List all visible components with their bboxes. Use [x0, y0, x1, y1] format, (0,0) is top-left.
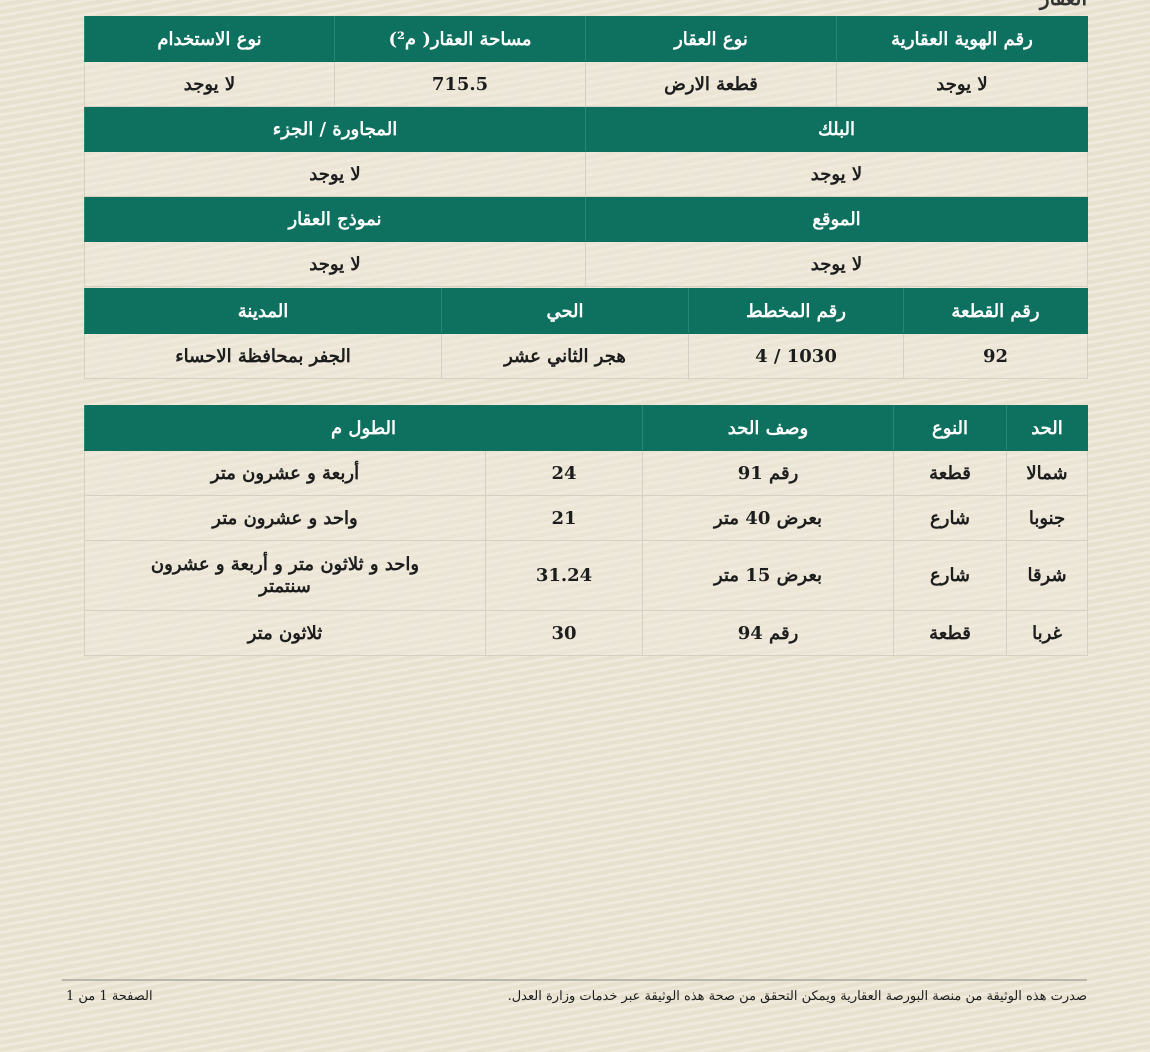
- footer-divider: [62, 979, 1087, 981]
- length: 24: [485, 450, 644, 496]
- header-city: المدينة: [84, 288, 442, 334]
- type: شارع: [893, 495, 1008, 541]
- length-text: واحد و عشرون متر: [83, 495, 487, 541]
- header-length: الطول م: [83, 405, 644, 451]
- city-value: الجفر بمحافظة الاحساء: [84, 333, 442, 379]
- property-area-value: 715.5: [334, 61, 586, 107]
- location-value: لا يوجد: [585, 241, 1088, 287]
- table-row: لا يوجد لا يوجد: [84, 151, 1088, 197]
- description: بعرض 40 متر: [642, 495, 895, 541]
- header-model: نموذج العقار: [84, 196, 586, 242]
- description: بعرض 15 متر: [642, 540, 895, 611]
- length: 21: [485, 495, 644, 541]
- table-row: جنوبا شارع بعرض 40 متر 21 واحد و عشرون م…: [83, 495, 1089, 541]
- footer-note: صدرت هذه الوثيقة من منصة البورصة العقاري…: [507, 989, 1087, 1004]
- model-value: لا يوجد: [84, 241, 586, 287]
- plot-number-value: 92: [903, 333, 1088, 379]
- type: قطعة: [893, 610, 1008, 656]
- table-row: غربا قطعة رقم 94 30 ثلاثون متر: [83, 610, 1089, 656]
- table-row: لا يوجد قطعة الارض 715.5 لا يوجد: [84, 61, 1088, 107]
- page-number: الصفحة 1 من 1: [66, 989, 153, 1004]
- part-value: لا يوجد: [84, 151, 586, 197]
- header-block: البلك: [585, 106, 1088, 152]
- boundaries-table: الحد النوع وصف الحد الطول م شمالا قطعة ر…: [83, 405, 1089, 656]
- side: جنوبا: [1006, 495, 1089, 541]
- length: 31.24: [485, 540, 644, 611]
- table-header-row: رقم القطعة رقم المخطط الحي المدينة: [84, 288, 1088, 334]
- section-title: العقار: [1040, 0, 1087, 10]
- side: شرقا: [1006, 540, 1089, 611]
- table-header-row: رقم الهوية العقارية نوع العقار مساحة الع…: [84, 16, 1088, 62]
- header-plot-number: رقم القطعة: [903, 288, 1088, 334]
- header-property-type: نوع العقار: [585, 16, 837, 62]
- table-row: شمالا قطعة رقم 91 24 أربعة و عشرون متر: [83, 450, 1089, 496]
- header-property-area: مساحة العقار( م²): [334, 16, 586, 62]
- header-type: النوع: [893, 405, 1008, 451]
- property-info-table: رقم الهوية العقارية نوع العقار مساحة الع…: [84, 16, 1088, 287]
- block-value: لا يوجد: [585, 151, 1088, 197]
- property-id-value: لا يوجد: [836, 61, 1088, 107]
- header-usage-type: نوع الاستخدام: [84, 16, 335, 62]
- type: قطعة: [893, 450, 1008, 496]
- header-plan-number: رقم المخطط: [688, 288, 904, 334]
- length-text: أربعة و عشرون متر: [83, 450, 487, 496]
- length: 30: [485, 610, 644, 656]
- description: رقم 94: [642, 610, 895, 656]
- header-part: المجاورة / الجزء: [84, 106, 586, 152]
- table-header-row: البلك المجاورة / الجزء: [84, 106, 1088, 152]
- property-type-value: قطعة الارض: [585, 61, 837, 107]
- table-header-row: الموقع نموذج العقار: [84, 196, 1088, 242]
- header-property-id: رقم الهوية العقارية: [836, 16, 1088, 62]
- header-district: الحي: [441, 288, 689, 334]
- table-row: لا يوجد لا يوجد: [84, 241, 1088, 287]
- district-value: هجر الثاني عشر: [441, 333, 689, 379]
- header-description: وصف الحد: [642, 405, 895, 451]
- length-text: واحد و ثلاثون متر و أربعة و عشرون سنتمتر: [83, 540, 487, 611]
- description: رقم 91: [642, 450, 895, 496]
- length-text: ثلاثون متر: [83, 610, 487, 656]
- plot-info-table: رقم القطعة رقم المخطط الحي المدينة 92 4 …: [84, 288, 1088, 379]
- table-row: شرقا شارع بعرض 15 متر 31.24 واحد و ثلاثو…: [83, 540, 1089, 611]
- table-row: 92 4 / 1030 هجر الثاني عشر الجفر بمحافظة…: [84, 333, 1088, 379]
- side: شمالا: [1006, 450, 1089, 496]
- usage-type-value: لا يوجد: [84, 61, 335, 107]
- table-header-row: الحد النوع وصف الحد الطول م: [83, 405, 1089, 451]
- type: شارع: [893, 540, 1008, 611]
- header-location: الموقع: [585, 196, 1088, 242]
- plan-number-value: 4 / 1030: [688, 333, 904, 379]
- side: غربا: [1006, 610, 1089, 656]
- header-side: الحد: [1006, 405, 1089, 451]
